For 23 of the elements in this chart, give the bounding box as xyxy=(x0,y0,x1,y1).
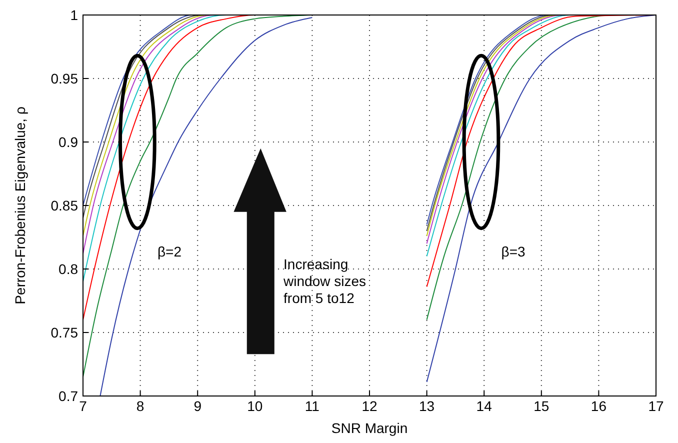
annotation: β=3 xyxy=(501,243,526,260)
x-tick-label: 7 xyxy=(79,398,88,414)
x-tick-label: 9 xyxy=(194,398,202,414)
annotation: Increasing window sizes from 5 to12 xyxy=(284,256,368,308)
y-tick-label: 0.9 xyxy=(58,134,78,150)
x-tick-label: 13 xyxy=(419,398,435,414)
x-axis-title: SNR Margin xyxy=(331,420,408,436)
y-tick-label: 0.85 xyxy=(50,197,78,214)
x-tick-label: 16 xyxy=(590,398,607,414)
y-tick-label: 0.95 xyxy=(50,70,78,86)
x-tick-label: 12 xyxy=(362,398,378,414)
y-tick-label: 0.8 xyxy=(58,260,78,277)
x-tick-label: 11 xyxy=(304,398,320,414)
y-axis-title: Perron-Frobenius Eigenvalue, ρ xyxy=(12,106,28,304)
x-tick-label: 8 xyxy=(136,398,144,414)
y-tick-label: 0.7 xyxy=(58,388,78,404)
x-tick-label: 17 xyxy=(648,398,664,414)
x-tick-label: 14 xyxy=(476,398,492,414)
annotation: β=2 xyxy=(157,243,182,260)
y-tick-label: 1 xyxy=(70,6,78,23)
y-tick-label: 0.75 xyxy=(50,324,78,340)
x-tick-label: 15 xyxy=(534,398,550,414)
x-tick-label: 10 xyxy=(247,398,263,414)
